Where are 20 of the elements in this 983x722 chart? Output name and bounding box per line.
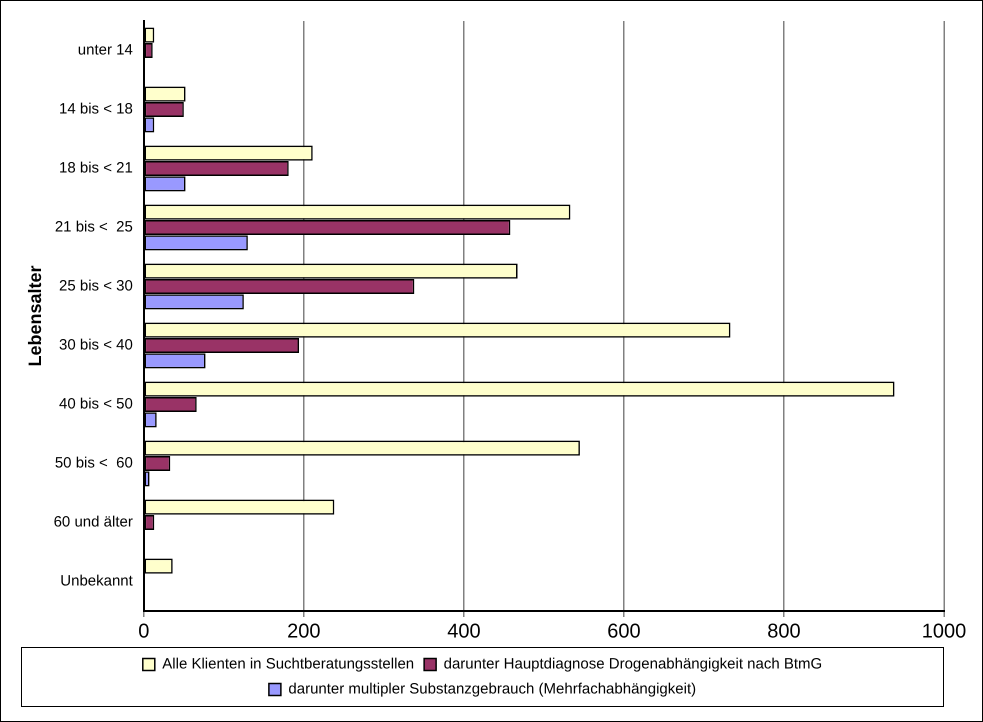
legend-label: Alle Klienten in Suchtberatungsstellen — [162, 656, 414, 673]
x-tick-label: 400 — [447, 620, 481, 643]
x-tick-label: 600 — [607, 620, 641, 643]
x-tick-label: 1000 — [922, 620, 966, 643]
legend-label: darunter multipler Substanzgebrauch (Mehrfachabhängigkeit) — [288, 680, 696, 698]
y-tick-label: 25 bis < 30 — [59, 278, 133, 295]
y-tick-label: 50 bis < 60 — [54, 454, 133, 472]
y-tick-label: 18 bis < 21 — [59, 160, 133, 177]
y-tick-label: 60 und älter — [54, 514, 133, 531]
legend-label: darunter Hauptdiagnose Drogenabhängigkeit nach BtmG — [444, 656, 822, 673]
x-tick-label: 0 — [138, 620, 150, 643]
x-tick-label: 200 — [287, 620, 321, 643]
y-tick-label: Unbekannt — [60, 572, 134, 590]
y-tick-label: 40 bis < 50 — [59, 396, 133, 413]
y-tick-label: 14 bis < 18 — [59, 100, 133, 118]
y-tick-label: unter 14 — [78, 42, 133, 59]
y-axis-title: Lebensalter — [24, 265, 45, 367]
y-tick-label: 21 bis < 25 — [54, 218, 133, 236]
y-tick-label: 30 bis < 40 — [59, 336, 133, 354]
x-tick-label: 800 — [767, 620, 801, 643]
